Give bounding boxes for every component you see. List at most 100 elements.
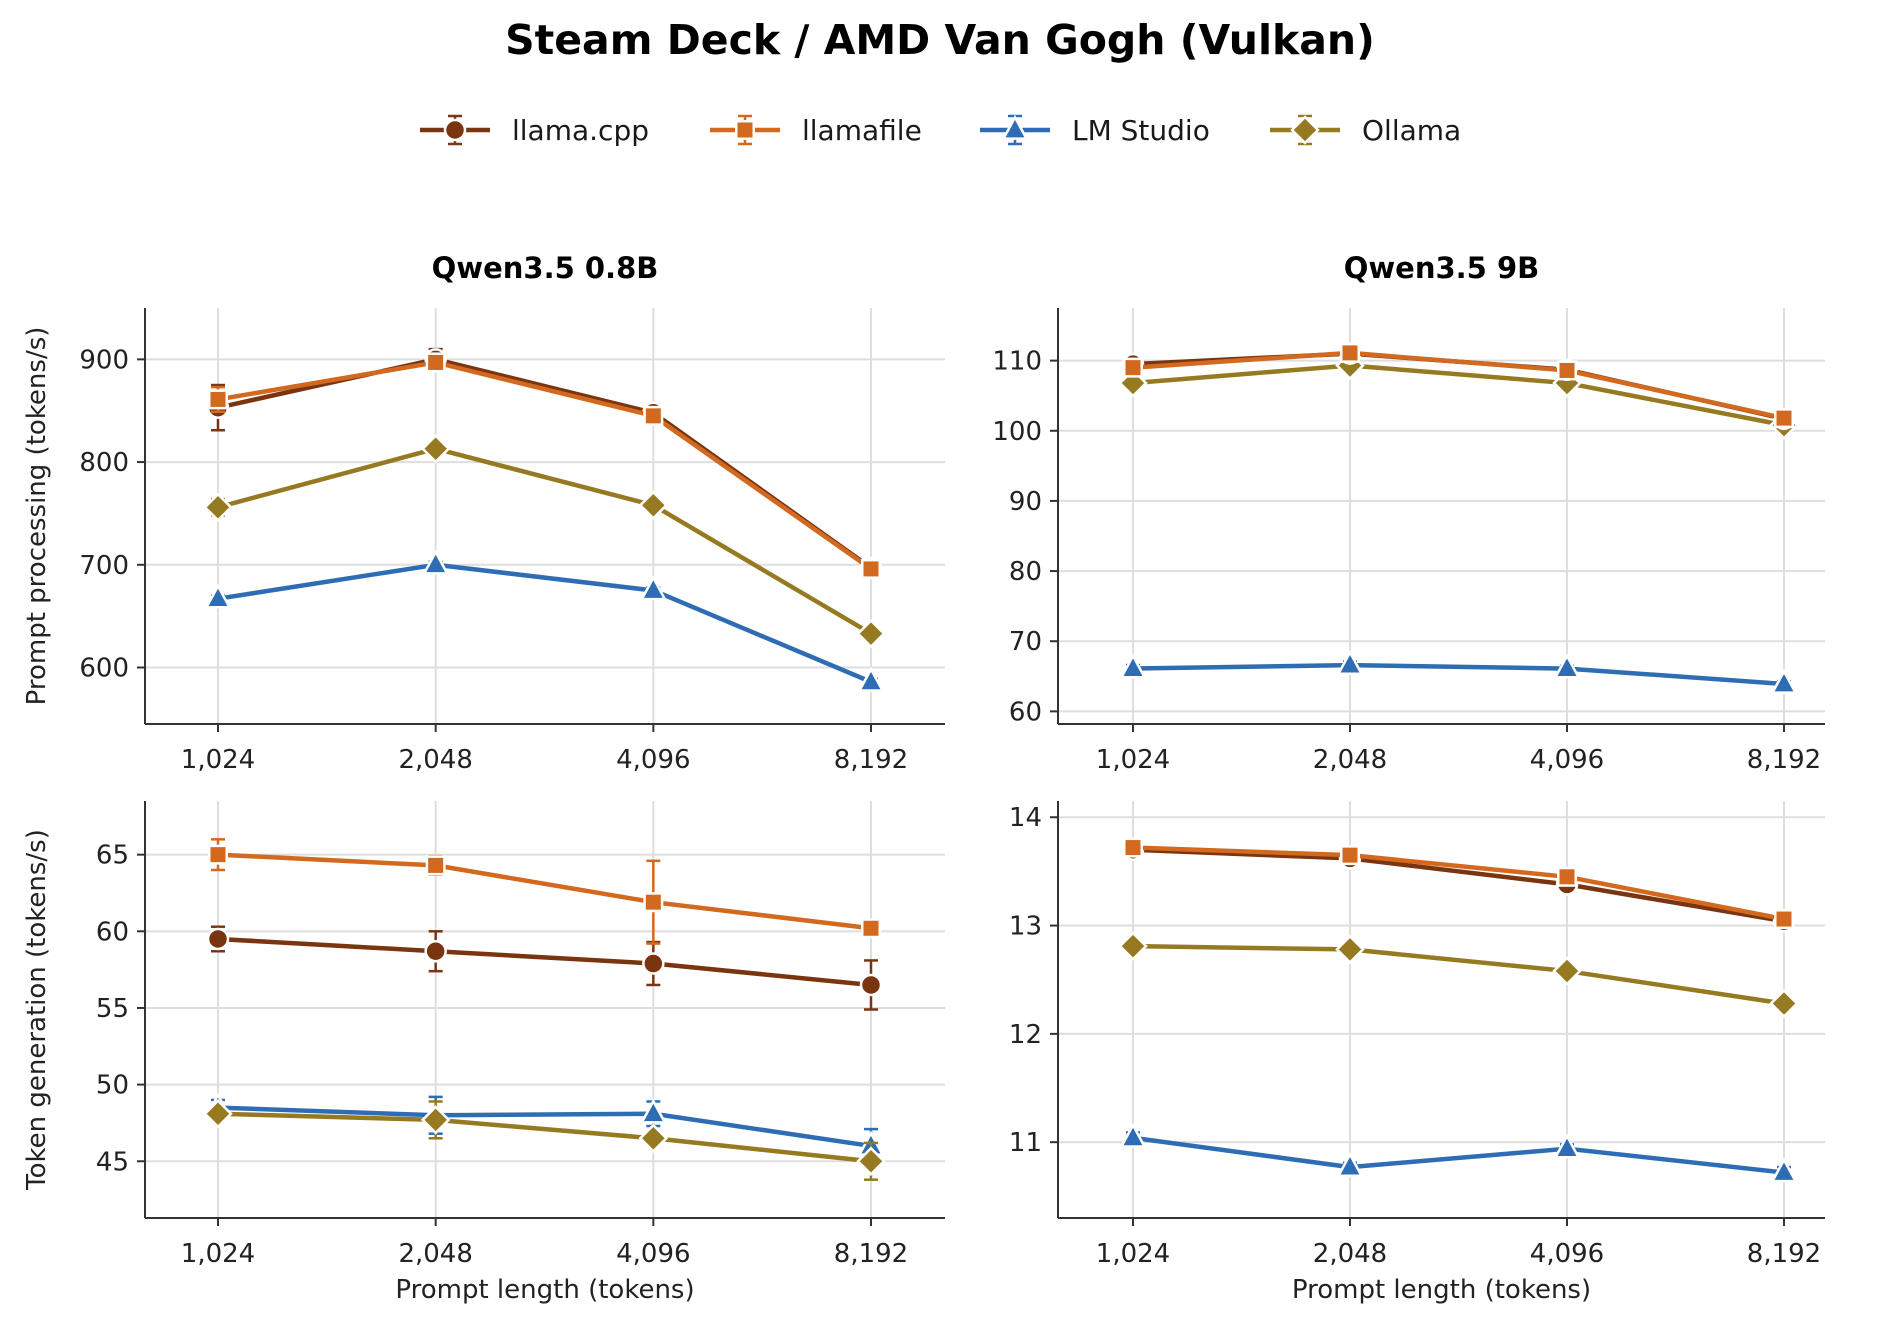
y-tick-label: 700	[79, 551, 129, 581]
series-ollama	[203, 1098, 886, 1181]
legend-item-llamafile: llamafile	[710, 114, 922, 147]
data-point	[1340, 342, 1360, 363]
series-line	[1132, 662, 1785, 687]
series-line	[217, 360, 873, 571]
data-point	[1123, 837, 1143, 858]
data-point	[1770, 1157, 1798, 1183]
x-axis-label: Prompt length (tokens)	[1292, 1275, 1591, 1305]
data-point	[1119, 1122, 1147, 1148]
y-tick-label: 60	[1009, 697, 1042, 727]
data-point	[1119, 653, 1147, 679]
chart-panel-4: 11 12 13 14 1,024 2,048 4,096 8,192 Prompt lengt…	[1009, 801, 1825, 1305]
data-point	[856, 618, 886, 649]
series-line	[217, 1105, 872, 1149]
panel-title: Qwen3.5 9B	[1344, 251, 1540, 285]
data-point	[1336, 649, 1364, 675]
data-point	[1552, 956, 1582, 986]
data-point	[420, 1105, 451, 1135]
figure-title: Steam Deck / AMD Van Gogh (Vulkan)	[505, 16, 1375, 64]
y-tick-label: 12	[1009, 1020, 1042, 1050]
data-point	[420, 433, 451, 464]
y-tick-label: 14	[1009, 803, 1042, 833]
data-point	[643, 892, 664, 913]
series-line	[1132, 350, 1785, 421]
y-tick-label: 800	[79, 448, 129, 478]
x-tick-label: 4,096	[616, 1239, 690, 1269]
data-point	[857, 666, 885, 692]
x-tick-label: 1,024	[181, 1239, 255, 1269]
legend-label: LM Studio	[1072, 114, 1210, 147]
x-tick-label: 1,024	[181, 745, 255, 775]
x-tick-label: 8,192	[1747, 1239, 1821, 1269]
data-point	[422, 549, 450, 575]
data-point	[1774, 909, 1794, 930]
data-point	[859, 973, 883, 997]
legend-item-lm-studio: LM Studio	[980, 114, 1210, 147]
series-line	[217, 852, 872, 931]
series-line	[1132, 847, 1785, 924]
data-point	[203, 492, 233, 523]
legend-label: llamafile	[802, 114, 922, 147]
data-point	[1769, 988, 1799, 1019]
y-tick-label: 100	[992, 417, 1042, 447]
series-line	[1132, 845, 1785, 922]
y-tick-label: 70	[1009, 627, 1042, 657]
x-tick-label: 2,048	[398, 745, 472, 775]
data-point	[203, 1098, 233, 1129]
y-tick-label: 55	[96, 994, 129, 1024]
x-tick-label: 8,192	[834, 1239, 908, 1269]
x-tick-label: 2,048	[1313, 1239, 1387, 1269]
x-tick-label: 4,096	[1530, 1239, 1604, 1269]
y-tick-label: 13	[1009, 912, 1042, 942]
series-line	[217, 936, 872, 988]
data-point	[425, 855, 446, 876]
y-tick-label: 90	[1009, 487, 1042, 517]
y-tick-label: 80	[1009, 557, 1042, 587]
series-line	[1132, 363, 1785, 428]
x-tick-label: 8,192	[834, 745, 908, 775]
legend: llama.cpp llamafile LM Studio Ollama	[420, 114, 1461, 147]
legend-marker	[443, 118, 467, 142]
data-point	[861, 918, 881, 939]
series-ollama	[203, 433, 886, 649]
data-point	[1770, 668, 1798, 694]
chart-panels: 600 700 800 900 1,024 2,048 4,096 8,192 Qwen3.5 …	[22, 251, 1825, 1305]
chart-panel-1: 600 700 800 900 1,024 2,048 4,096 8,192 Qwen3.5 …	[22, 251, 945, 775]
x-tick-label: 4,096	[616, 745, 690, 775]
data-point	[1336, 1151, 1364, 1177]
data-point	[638, 1123, 669, 1154]
series-lm-studio	[1119, 649, 1798, 694]
legend-label: llama.cpp	[512, 114, 649, 147]
x-axis-label: Prompt length (tokens)	[395, 1275, 694, 1305]
data-point	[424, 939, 447, 963]
x-tick-label: 2,048	[398, 1239, 472, 1269]
legend-item-llama-cpp: llama.cpp	[420, 114, 649, 147]
data-point	[206, 927, 230, 951]
legend-item-ollama: Ollama	[1270, 114, 1461, 147]
data-point	[1553, 1133, 1581, 1159]
data-point	[638, 490, 669, 520]
y-tick-label: 11	[1009, 1128, 1042, 1158]
series-line	[1132, 943, 1785, 1006]
data-point	[1774, 408, 1794, 429]
series-llamafile	[208, 352, 881, 579]
chart-panel-3: 45 50 55 60 65 1,024 2,048 4,096 8,192 Token gene…	[22, 801, 945, 1305]
series-ollama	[1118, 931, 1799, 1019]
x-tick-label: 2,048	[1313, 745, 1387, 775]
series-llamafile	[1123, 837, 1794, 930]
legend-marker	[1001, 114, 1029, 140]
data-point	[643, 405, 664, 426]
legend-marker	[735, 120, 755, 140]
data-point	[639, 1098, 667, 1124]
x-tick-label: 1,024	[1096, 1239, 1170, 1269]
data-point	[1557, 866, 1577, 887]
chart-panel-2: 60 70 80 90 100 110 1,024 2,048 4,096 8,192 Qwen3.…	[992, 251, 1825, 775]
x-tick-label: 4,096	[1530, 745, 1604, 775]
series-llamafile	[1123, 342, 1794, 429]
y-axis-label: Prompt processing (tokens/s)	[22, 327, 52, 706]
data-point	[1340, 845, 1360, 866]
data-point	[1335, 934, 1365, 965]
y-tick-label: 65	[96, 841, 129, 871]
series-line	[217, 1111, 872, 1164]
